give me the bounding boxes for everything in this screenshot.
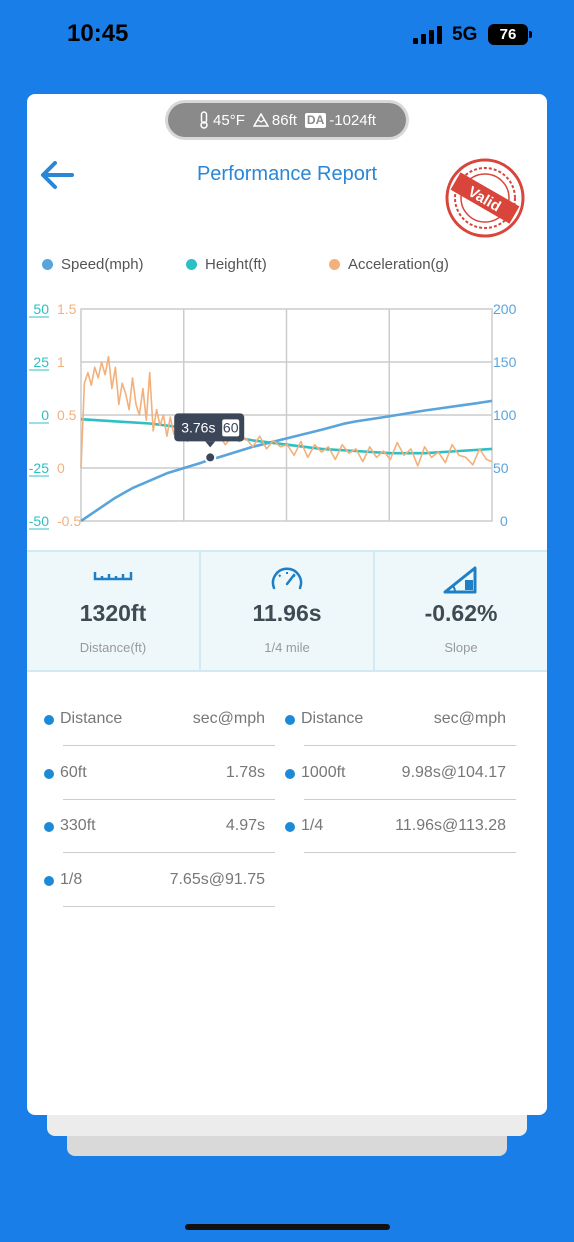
tooltip-time: 3.76s — [181, 419, 215, 435]
split-name: 60ft — [60, 764, 87, 781]
stat-value: 11.96s — [252, 600, 322, 626]
legend-label: Acceleration(g) — [348, 256, 449, 273]
y-tick-acceleration: 1.5 — [57, 301, 77, 317]
y-tick-speed: 50 — [493, 460, 509, 476]
y-tick-acceleration: 0 — [57, 460, 65, 476]
status-time: 10:45 — [67, 20, 129, 47]
split-value: 7.65s@91.75 — [169, 871, 265, 888]
divider — [63, 852, 275, 853]
stat-value: 1320ft — [79, 600, 147, 626]
y-tick-height: -25 — [29, 460, 49, 476]
split-name: 1/8 — [60, 871, 83, 888]
split-value: sec@mph — [192, 710, 265, 727]
legend-dot — [42, 259, 53, 270]
y-tick-acceleration: -0.5 — [57, 513, 81, 529]
legend-dot — [186, 259, 197, 270]
bullet-icon — [44, 876, 54, 886]
stat-value: -0.62% — [424, 600, 498, 626]
legend-dot — [329, 259, 340, 270]
valid-stamp-icon: Valid — [445, 158, 525, 238]
split-row: 1000ft 9.98s@104.17 — [268, 750, 516, 804]
y-tick-acceleration: 0.5 — [57, 407, 77, 423]
split-value: 4.97s — [225, 817, 265, 834]
status-bar: 10:45 5G 76 — [0, 0, 574, 70]
legend-item-height[interactable]: Height(ft) — [186, 256, 267, 273]
bullet-icon — [44, 822, 54, 832]
split-header-left: Distance sec@mph — [27, 696, 275, 750]
bullet-icon — [285, 715, 295, 725]
tooltip-value-box — [222, 419, 240, 437]
split-name: 330ft — [60, 817, 96, 834]
network-type: 5G — [452, 24, 478, 45]
temperature-item: 45°F — [198, 111, 245, 129]
y-tick-height: 25 — [33, 354, 49, 370]
split-row: 330ft 4.97s — [27, 803, 275, 857]
bullet-icon — [285, 822, 295, 832]
y-tick-speed: 0 — [500, 513, 508, 529]
slope-icon — [443, 566, 477, 594]
mountain-icon — [252, 113, 269, 127]
split-value: 9.98s@104.17 — [401, 764, 506, 781]
split-header-right: Distance sec@mph — [268, 696, 516, 750]
stats-panel: 1320ft Distance(ft) 11.96s 1/4 mile -0.6… — [27, 550, 547, 672]
back-button[interactable] — [38, 158, 76, 192]
split-row: 1/4 11.96s@113.28 — [268, 803, 516, 857]
y-tick-speed: 150 — [493, 354, 517, 370]
split-name: Distance — [60, 710, 123, 727]
bullet-icon — [285, 769, 295, 779]
divider — [304, 799, 516, 800]
divider — [63, 799, 275, 800]
divider — [63, 745, 275, 746]
signal-icon — [413, 26, 443, 44]
conditions-pill: 45°F 86ft DA -1024ft — [168, 103, 406, 137]
temperature-value: 45°F — [213, 111, 245, 129]
bullet-icon — [44, 715, 54, 725]
arrow-left-icon — [41, 161, 74, 189]
split-name: 1/4 — [301, 817, 324, 834]
split-value: 11.96s@113.28 — [395, 817, 506, 834]
y-tick-height: 50 — [33, 301, 49, 317]
legend-label: Height(ft) — [205, 256, 267, 273]
altitude-value: 86ft — [271, 111, 297, 129]
da-badge: DA — [304, 112, 327, 128]
stat-slope: -0.62% Slope — [373, 552, 547, 670]
divider — [63, 906, 275, 907]
y-tick-speed: 100 — [493, 407, 517, 423]
home-indicator[interactable] — [185, 1224, 390, 1230]
stat-label: 1/4 mile — [264, 640, 310, 655]
tooltip-caret — [205, 441, 216, 448]
split-name: 1000ft — [301, 764, 346, 781]
legend-item-acceleration[interactable]: Acceleration(g) — [329, 256, 449, 273]
stat-label: Slope — [444, 640, 478, 655]
split-value: 1.78s — [225, 764, 265, 781]
page-title: Performance Report — [196, 163, 378, 185]
battery-icon: 76 — [488, 24, 532, 45]
ruler-icon — [93, 572, 133, 581]
y-tick-acceleration: 1 — [57, 354, 65, 370]
legend-item-speed[interactable]: Speed(mph) — [42, 256, 144, 273]
speedometer-icon — [271, 567, 303, 590]
split-row: 60ft 1.78s — [27, 750, 275, 804]
thermometer-icon — [200, 111, 208, 129]
altitude-item: 86ft — [252, 111, 297, 129]
legend-label: Speed(mph) — [61, 256, 144, 273]
tooltip-point — [204, 451, 217, 464]
y-tick-height: -50 — [29, 513, 49, 529]
y-tick-speed: 200 — [493, 301, 517, 317]
stat-distance: 1320ft Distance(ft) — [27, 552, 199, 670]
tooltip-value: 60 — [223, 419, 239, 435]
density-altitude-item: DA -1024ft — [304, 111, 376, 129]
density-altitude-value: -1024ft — [329, 111, 376, 129]
stat-label: Distance(ft) — [79, 640, 147, 655]
bullet-icon — [44, 769, 54, 779]
divider — [304, 852, 516, 853]
split-value: sec@mph — [433, 710, 506, 727]
performance-chart[interactable]: 50 25 0 -25 -50 1.5 1 0.5 0 -0.5 200 150 100 50 0 3.76s… — [27, 288, 547, 538]
divider — [304, 745, 516, 746]
split-name: Distance — [301, 710, 364, 727]
stat-quarter-mile: 11.96s 1/4 mile — [199, 552, 373, 670]
y-tick-height: 0 — [41, 407, 49, 423]
split-row: 1/8 7.65s@91.75 — [27, 857, 275, 911]
